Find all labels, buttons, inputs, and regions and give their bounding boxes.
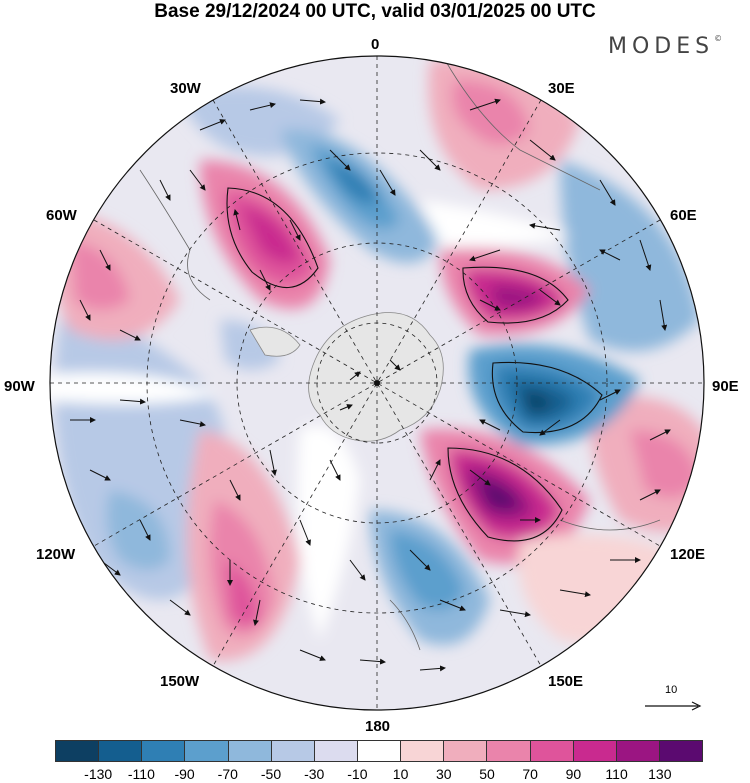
colorbar-swatch — [357, 741, 402, 761]
colorbar-swatch — [185, 741, 229, 761]
colorbar-tick-label: -130 — [84, 766, 113, 782]
graticule — [50, 56, 704, 710]
colorbar-tick-label: 10 — [392, 766, 409, 782]
map-title: Base 29/12/2024 00 UTC, valid 03/01/2025… — [154, 1, 596, 22]
colorbar-tick-label: 90 — [565, 766, 582, 782]
colorbar-tick-label: 130 — [648, 766, 672, 782]
colorbar-tick-label: 30 — [436, 766, 452, 782]
colorbar-tick-label: -90 — [174, 766, 195, 782]
colorbar-swatch — [228, 741, 272, 761]
colorbar-swatch — [142, 741, 186, 761]
colorbar-swatch — [530, 741, 574, 761]
colorbar-swatch — [56, 741, 100, 761]
colorbar-swatch — [659, 741, 703, 761]
reference-vector-arrow — [645, 701, 702, 711]
lon-label-90w: 90W — [4, 378, 35, 395]
colorbar-tick-label: 110 — [605, 766, 628, 782]
colorbar-tick-label: 70 — [522, 766, 538, 782]
colorbar-swatch — [444, 741, 488, 761]
colorbar-tick-label: -70 — [217, 766, 238, 782]
colorbar-tick-label: 50 — [479, 766, 495, 782]
colorbar-swatch — [616, 741, 660, 761]
colorbar-swatch — [401, 741, 445, 761]
lon-label-60w: 60W — [46, 207, 77, 224]
coastline — [559, 519, 661, 531]
polar-anomaly-map — [49, 55, 705, 711]
reference-vector-label: 10 — [665, 684, 678, 696]
brand-name: MODES — [608, 34, 715, 59]
antarctic-peninsula — [249, 326, 301, 357]
anomaly-field — [50, 56, 704, 710]
lon-label-90e: 90E — [712, 378, 739, 395]
colorbar-tick-label: -10 — [347, 766, 368, 782]
coastline — [139, 169, 211, 301]
brand-mark: © — [714, 34, 723, 43]
colorbar-tick-label: -30 — [304, 766, 325, 782]
colorbar-tick-label: -50 — [260, 766, 282, 782]
coastline — [444, 59, 601, 191]
colorbar-swatch — [271, 741, 315, 761]
coastline — [389, 599, 421, 651]
colorbar-swatch — [314, 741, 358, 761]
lon-label-30w: 30W — [170, 80, 201, 97]
lon-label-180: 180 — [365, 718, 391, 735]
contour-lines — [226, 187, 603, 542]
wind-vectors — [70, 98, 671, 672]
lon-label-60e: 60E — [670, 207, 697, 224]
lon-label-120w: 120W — [36, 546, 76, 563]
colorbar — [55, 740, 703, 762]
lon-label-120e: 120E — [670, 546, 706, 563]
map-boundary — [49, 55, 705, 711]
colorbar-tick-label: -110 — [127, 766, 155, 782]
colorbar-labels: -130 -110 -90 -70 -50 -30 -10 10 30 50 70 90 110 130 — [0, 766, 750, 783]
lon-label-150w: 150W — [160, 673, 200, 690]
lon-label-0: 0 — [371, 36, 380, 53]
brand-logo: MODES© — [608, 34, 722, 59]
colorbar-swatch — [573, 741, 617, 761]
south-pole-marker — [374, 380, 380, 386]
colorbar-swatch — [487, 741, 531, 761]
lon-label-150e: 150E — [548, 673, 584, 690]
colorbar-swatch — [99, 741, 143, 761]
lon-label-30e: 30E — [548, 80, 575, 97]
